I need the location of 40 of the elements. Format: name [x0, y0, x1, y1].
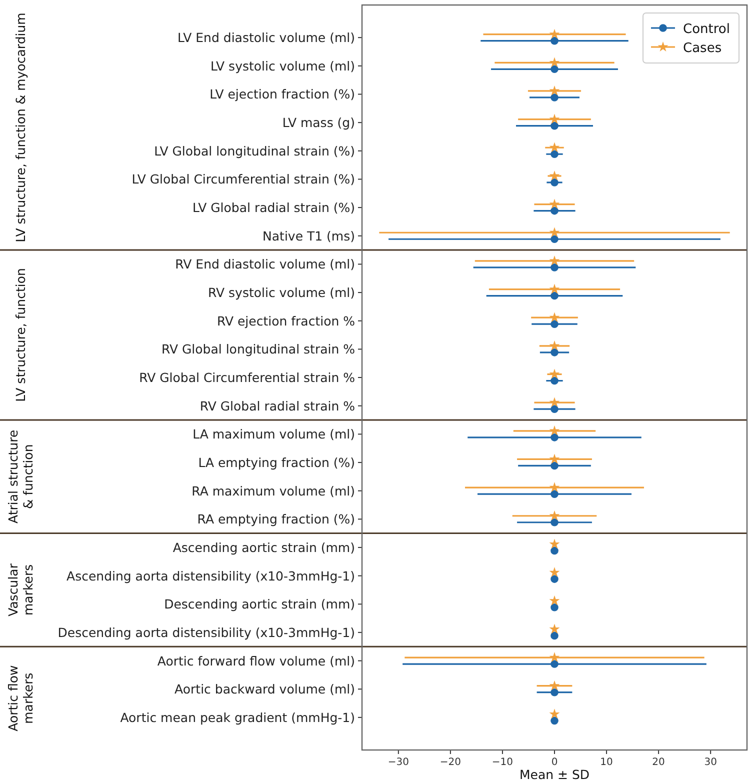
- y-tick-label: RA emptying fraction (%): [197, 512, 355, 527]
- y-tick-label: LA emptying fraction (%): [198, 454, 355, 470]
- x-tick-label: 0: [551, 757, 558, 768]
- text: LV structure, function & myocardium: [13, 12, 28, 242]
- y-tick-label: Descending aorta distensibility (x10-3mmHg-1): [58, 624, 355, 640]
- x-tick-label: −20: [440, 757, 461, 768]
- y-tick-label: RV systolic volume (ml): [208, 285, 355, 300]
- y-tick-label: LV End diastolic volume (ml): [178, 30, 355, 46]
- x-tick-label: −10: [492, 757, 514, 768]
- x-tick-label: 30: [704, 757, 717, 768]
- x-tick-label: −30: [388, 757, 409, 768]
- y-tick-label: LA maximum volume (ml): [192, 426, 355, 442]
- legend-label: Cases: [683, 41, 722, 56]
- y-tick-label: RV Global Circumferential strain %: [139, 370, 356, 385]
- y-tick-label: Native T1 (ms): [262, 228, 355, 244]
- y-tick-label: Descending aortic strain (mm): [164, 596, 355, 612]
- y-tick-label: LV Global longitudinal strain (%): [154, 143, 355, 158]
- y-tick-label: RV ejection fraction %: [216, 313, 356, 328]
- y-tick-label: LV mass (g): [282, 115, 355, 130]
- legend-label: Control: [683, 22, 730, 37]
- y-tick-label: Aortic backward volume (ml): [174, 682, 355, 697]
- y-tick-label: Ascending aortic strain (mm): [172, 540, 355, 555]
- y-tick-label: RV Global radial strain %: [200, 398, 356, 414]
- x-tick-label: 10: [600, 757, 613, 768]
- text: Aortic flow markers: [6, 665, 36, 732]
- y-tick-label: Ascending aorta distensibility (x10-3mmHg-1): [66, 568, 355, 584]
- y-tick-label: LV systolic volume (ml): [210, 58, 355, 74]
- text: Vascular markers: [6, 562, 36, 616]
- text: LV structure, function: [13, 268, 28, 402]
- y-tick-label: Aortic mean peak gradient (mmHg-1): [120, 710, 355, 725]
- y-tick-label: LV ejection fraction (%): [210, 86, 355, 102]
- text: Atrial structure & function: [6, 430, 36, 524]
- y-tick-label: LV Global Circumferential strain (%): [132, 172, 355, 187]
- x-tick-label: 20: [652, 757, 665, 768]
- x-axis-title: Mean ± SD: [519, 767, 590, 781]
- y-tick-label: RV Global longitudinal strain %: [161, 342, 356, 357]
- y-tick-label: RV End diastolic volume (ml): [175, 256, 355, 272]
- y-tick-label: RA maximum volume (ml): [192, 483, 355, 498]
- y-tick-label: LV Global radial strain (%): [192, 200, 355, 216]
- y-tick-label: Aortic forward flow volume (ml): [157, 653, 355, 668]
